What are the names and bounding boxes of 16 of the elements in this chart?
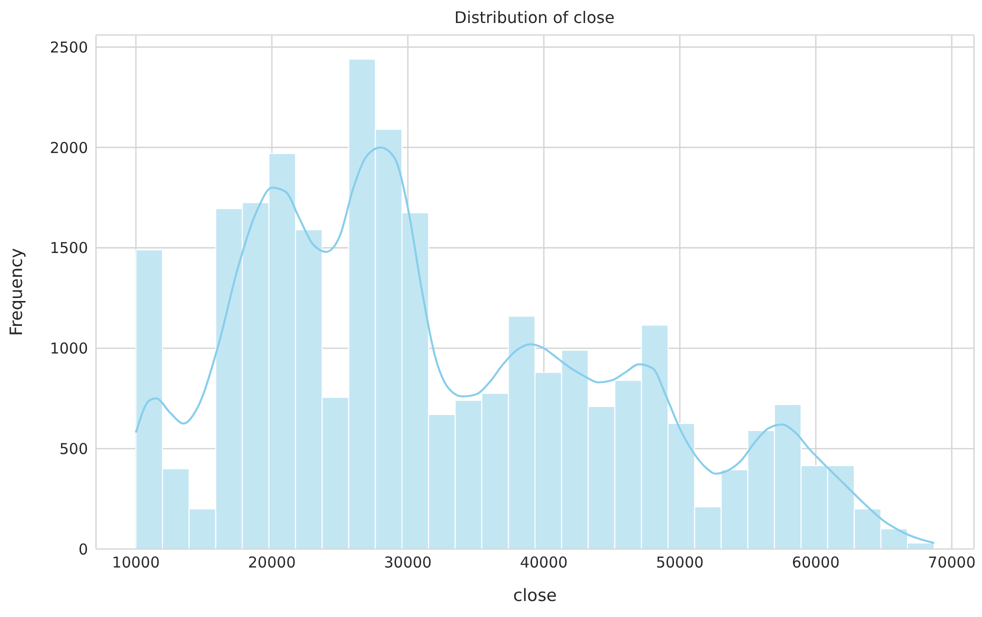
y-tick-label: 1000 bbox=[50, 340, 88, 358]
x-tick-label: 20000 bbox=[248, 554, 296, 572]
x-tick-label: 30000 bbox=[384, 554, 432, 572]
x-tick-label: 40000 bbox=[520, 554, 568, 572]
chart-title: Distribution of close bbox=[453, 8, 616, 27]
y-axis-title: Frequency bbox=[7, 248, 28, 336]
y-tick-label: 500 bbox=[59, 440, 88, 458]
x-tick-label: 70000 bbox=[928, 554, 976, 572]
y-tick-label: 2500 bbox=[50, 38, 88, 56]
x-axis-title: close bbox=[513, 586, 557, 606]
y-tick-label: 0 bbox=[78, 540, 88, 558]
y-tick-label: 1500 bbox=[50, 239, 88, 258]
y-tick-label: 2000 bbox=[50, 138, 88, 157]
x-tick-label: 60000 bbox=[792, 554, 840, 572]
x-tick-label: 10000 bbox=[112, 554, 160, 572]
x-tick-label: 50000 bbox=[656, 554, 704, 572]
